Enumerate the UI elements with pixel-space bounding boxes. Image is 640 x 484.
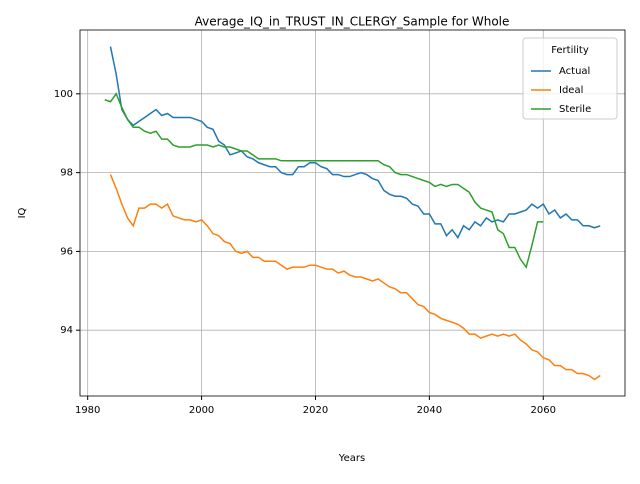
legend: Fertility Actual Ideal Sterile [522,37,618,120]
x-axis-label: Years [338,453,365,464]
legend-label: Ideal [559,85,583,96]
legend-box [522,37,618,120]
y-tick-label: 94 [60,325,73,336]
legend-label: Actual [559,66,590,77]
chart-title: Average_IQ_in_TRUST_IN_CLERGY_Sample for… [195,15,510,29]
x-tick-label: 2040 [417,405,442,416]
x-tick-label: 1980 [75,405,100,416]
line-series [109,174,601,381]
legend-label: Sterile [559,104,591,115]
plot-frame [79,29,626,397]
y-axis-label: IQ [17,207,28,218]
y-tick-label: 98 [60,168,73,179]
x-tick-label: 2060 [531,405,556,416]
y-tick-label: 96 [60,246,73,257]
line-series [104,92,544,269]
line-series [109,46,601,240]
legend-title: Fertility [551,45,589,56]
y-tick-label: 100 [54,89,73,100]
x-tick-label: 2020 [303,405,328,416]
x-tick-label: 2000 [189,405,214,416]
